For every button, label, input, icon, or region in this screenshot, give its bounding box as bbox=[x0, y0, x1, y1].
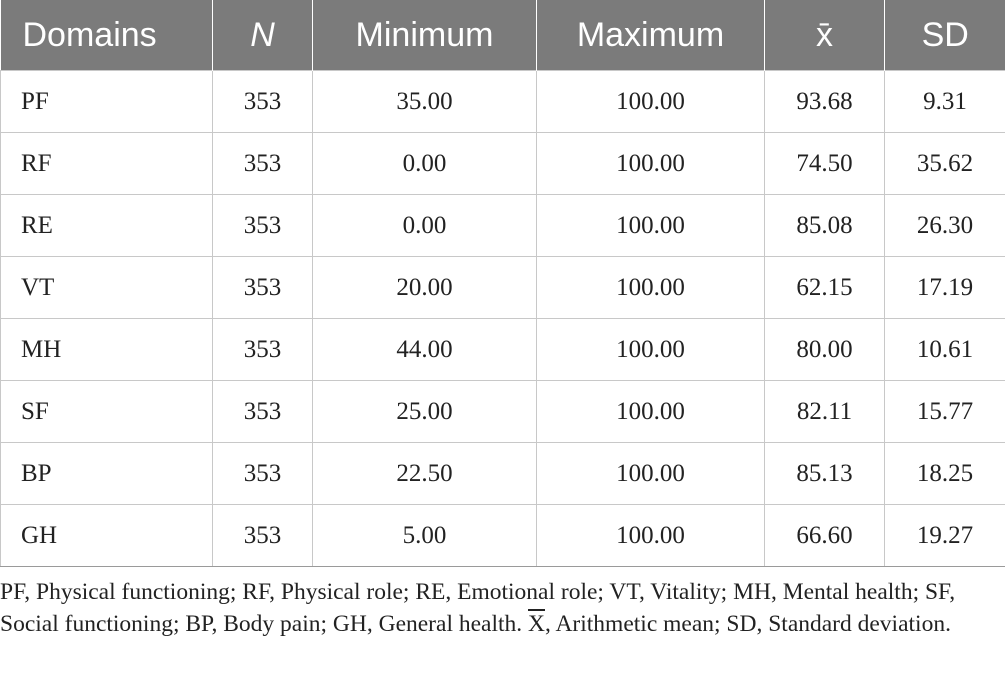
cell-n: 353 bbox=[212, 318, 313, 381]
cell-domain: RE bbox=[0, 194, 213, 257]
cell-minimum: 25.00 bbox=[312, 380, 537, 443]
cell-domain: MH bbox=[0, 318, 213, 381]
footnote-abbreviations: PF, Physical functioning; RF, Physical r… bbox=[0, 579, 956, 637]
cell-domain: SF bbox=[0, 380, 213, 443]
cell-maximum: 100.00 bbox=[536, 256, 765, 319]
cell-minimum: 5.00 bbox=[312, 504, 537, 567]
cell-minimum: 44.00 bbox=[312, 318, 537, 381]
header-maximum: Maximum bbox=[536, 0, 765, 71]
cell-domain: VT bbox=[0, 256, 213, 319]
table-row: GH 353 5.00 100.00 66.60 19.27 bbox=[0, 504, 1005, 567]
header-domains: Domains bbox=[0, 0, 213, 71]
cell-sd: 19.27 bbox=[884, 504, 1005, 567]
table-row: MH 353 44.00 100.00 80.00 10.61 bbox=[0, 318, 1005, 381]
cell-minimum: 22.50 bbox=[312, 442, 537, 505]
header-n: N bbox=[212, 0, 313, 71]
cell-minimum: 35.00 bbox=[312, 70, 537, 133]
cell-domain: RF bbox=[0, 132, 213, 195]
cell-domain: PF bbox=[0, 70, 213, 133]
table-row: RE 353 0.00 100.00 85.08 26.30 bbox=[0, 194, 1005, 257]
cell-maximum: 100.00 bbox=[536, 380, 765, 443]
cell-n: 353 bbox=[212, 194, 313, 257]
cell-maximum: 100.00 bbox=[536, 318, 765, 381]
cell-minimum: 0.00 bbox=[312, 194, 537, 257]
cell-mean: 62.15 bbox=[764, 256, 885, 319]
cell-sd: 15.77 bbox=[884, 380, 1005, 443]
cell-maximum: 100.00 bbox=[536, 442, 765, 505]
cell-maximum: 100.00 bbox=[536, 504, 765, 567]
cell-minimum: 20.00 bbox=[312, 256, 537, 319]
cell-maximum: 100.00 bbox=[536, 194, 765, 257]
cell-n: 353 bbox=[212, 504, 313, 567]
cell-sd: 35.62 bbox=[884, 132, 1005, 195]
cell-maximum: 100.00 bbox=[536, 132, 765, 195]
table-row: SF 353 25.00 100.00 82.11 15.77 bbox=[0, 380, 1005, 443]
footnote-definitions: , Arithmetic mean; SD, Standard deviatio… bbox=[545, 610, 951, 637]
cell-mean: 93.68 bbox=[764, 70, 885, 133]
cell-n: 353 bbox=[212, 70, 313, 133]
header-mean: x̄ bbox=[764, 0, 885, 71]
cell-n: 353 bbox=[212, 256, 313, 319]
footnote-mean-symbol: X bbox=[528, 610, 545, 637]
table-footnote: PF, Physical functioning; RF, Physical r… bbox=[0, 577, 1000, 640]
cell-domain: BP bbox=[0, 442, 213, 505]
cell-mean: 85.08 bbox=[764, 194, 885, 257]
cell-sd: 26.30 bbox=[884, 194, 1005, 257]
table-row: RF 353 0.00 100.00 74.50 35.62 bbox=[0, 132, 1005, 195]
cell-mean: 74.50 bbox=[764, 132, 885, 195]
cell-mean: 82.11 bbox=[764, 380, 885, 443]
table-header-row: Domains N Minimum Maximum x̄ SD bbox=[0, 0, 1005, 71]
cell-domain: GH bbox=[0, 504, 213, 567]
header-sd: SD bbox=[884, 0, 1005, 71]
cell-sd: 18.25 bbox=[884, 442, 1005, 505]
table-row: VT 353 20.00 100.00 62.15 17.19 bbox=[0, 256, 1005, 319]
cell-n: 353 bbox=[212, 442, 313, 505]
cell-n: 353 bbox=[212, 132, 313, 195]
header-minimum: Minimum bbox=[312, 0, 537, 71]
cell-minimum: 0.00 bbox=[312, 132, 537, 195]
cell-mean: 85.13 bbox=[764, 442, 885, 505]
cell-sd: 9.31 bbox=[884, 70, 1005, 133]
cell-n: 353 bbox=[212, 380, 313, 443]
cell-mean: 80.00 bbox=[764, 318, 885, 381]
cell-maximum: 100.00 bbox=[536, 70, 765, 133]
cell-mean: 66.60 bbox=[764, 504, 885, 567]
cell-sd: 17.19 bbox=[884, 256, 1005, 319]
table-row: PF 353 35.00 100.00 93.68 9.31 bbox=[0, 70, 1005, 133]
cell-sd: 10.61 bbox=[884, 318, 1005, 381]
descriptive-statistics-table: Domains N Minimum Maximum x̄ SD PF 353 3… bbox=[0, 0, 1005, 567]
table-row: BP 353 22.50 100.00 85.13 18.25 bbox=[0, 442, 1005, 505]
